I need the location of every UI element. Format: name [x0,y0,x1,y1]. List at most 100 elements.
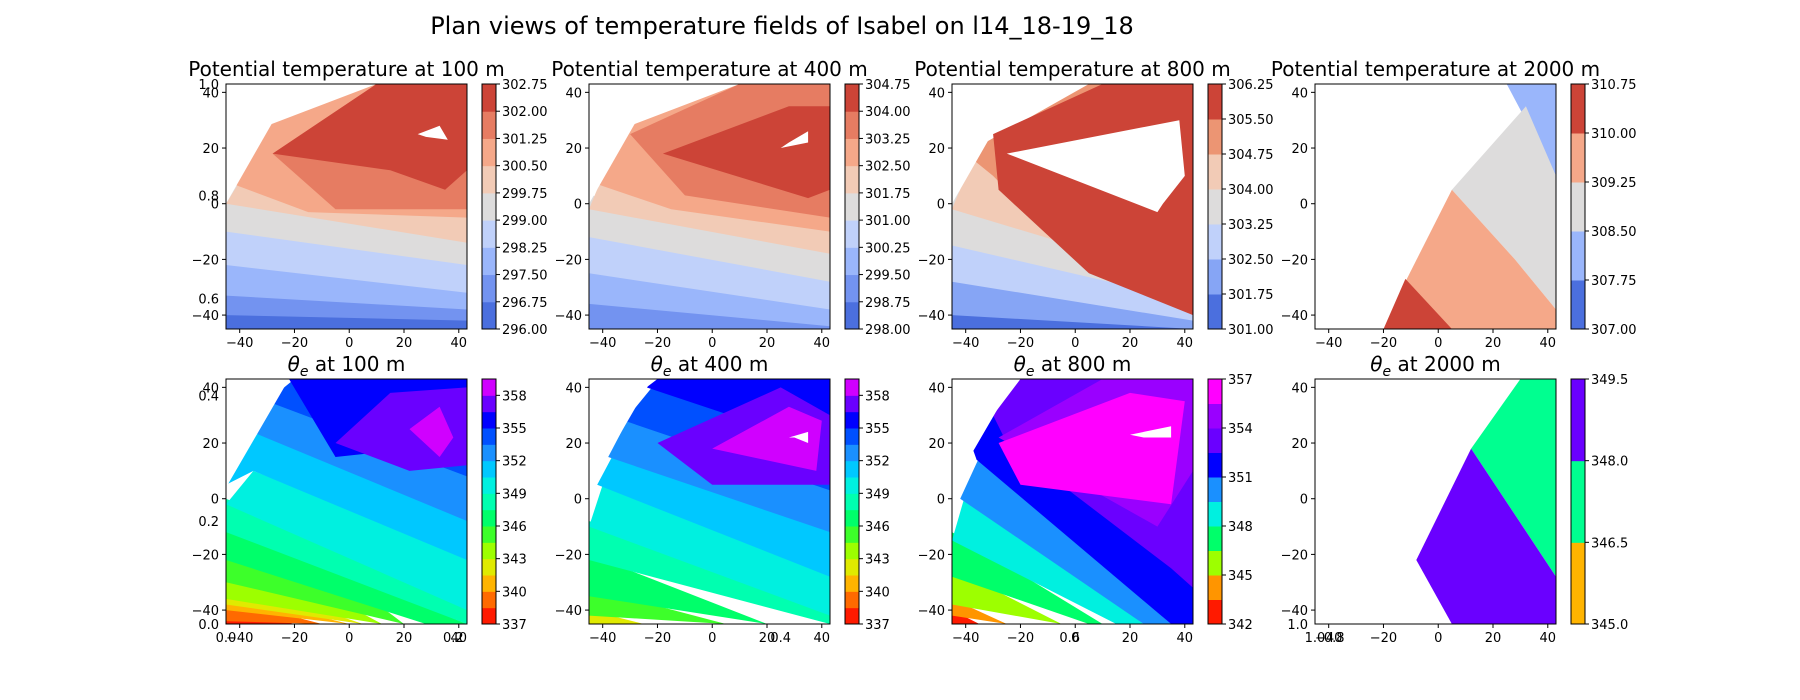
colorbar-tick-label: 303.25 [1228,218,1274,233]
overlay-x-tick-label: 0.8 [1324,631,1345,646]
contour-plot [952,379,1193,624]
x-tick-label: −20 [644,336,671,351]
contour-band-1 [1471,379,1556,577]
contour-band-1 [589,610,644,624]
colorbar: 301.00 301.75 302.50 303.25 304.00 304.75 305.… [1207,78,1274,338]
colorbar-segment [482,247,496,276]
y-tick-label: 0 [211,198,219,213]
colorbar-tick-label: 346 [502,520,527,535]
colorbar-tick-label: 348 [1228,520,1253,535]
colorbar-segment [845,591,859,609]
y-tick-label: 20 [928,142,945,157]
missing-data-region-1 [952,84,1021,204]
x-tick-label: 40 [451,631,468,646]
colorbar-segment [845,220,859,248]
overlay-y-tick-label: 0.8 [198,189,219,204]
colorbar-segment [482,509,496,527]
colorbar-segment [1571,182,1585,232]
colorbar-segment [845,192,859,221]
overlay-y-tick-label: 1.0 [1287,618,1308,633]
colorbar-tick-label: 304.75 [1228,148,1274,163]
colorbar-segment [482,428,496,445]
colorbar-segment [845,274,859,303]
colorbar-segment [482,607,496,625]
x-tick-label: −40 [226,336,253,351]
colorbar-tick-label: 358 [502,389,527,404]
colorbar: 342 345 348 351 354 357 [1207,373,1253,633]
colorbar-tick-label: 303.25 [865,132,911,147]
y-tick-label: 20 [928,437,945,452]
contour-band-3 [952,568,1062,624]
colorbar-segment [1208,526,1222,551]
colorbar-tick-label: 306.25 [1228,78,1274,93]
contour-band-10 [998,392,1185,505]
x-tick-label: −40 [1315,336,1342,351]
y-tick-label: 20 [202,142,219,157]
x-tick-label: 20 [759,631,776,646]
contour-band-10 [226,429,467,560]
x-tick-label: 0 [708,336,716,351]
x-tick-label: −20 [1370,631,1397,646]
colorbar-segment [1208,154,1222,190]
colorbar-frame [1570,378,1586,625]
colorbar-tick-label: 299.00 [502,214,548,229]
contour-band-9 [272,84,467,190]
y-tick-label: 40 [565,381,582,396]
x-tick-label: 0 [1071,336,1079,351]
y-tick-label: −40 [918,309,945,324]
colorbar-frame [1207,83,1223,330]
colorbar-segment [845,411,859,429]
y-tick-label: 40 [202,381,219,396]
overlay-y-tick-label: 1.0 [198,78,219,93]
colorbar-segment [482,542,496,560]
colorbar-tick-label: 299.50 [865,269,911,284]
colorbar-tick-label: 302.00 [502,105,548,120]
overlay-x-tick-label: 0.0 [216,631,237,646]
colorbar-tick-label: 301.00 [865,214,911,229]
contour-plot [226,84,467,329]
contour-plot [589,84,830,329]
x-tick-label: −40 [589,336,616,351]
contour-band-11 [712,406,822,471]
colorbar: 307.00 307.75 308.50 309.25 310.00 310.75 [1570,78,1637,338]
colorbar-segment [1208,379,1222,404]
colorbar-segment [482,411,496,429]
colorbar-tick-label: 309.25 [1591,176,1637,191]
colorbar-tick-label: 349.5 [1591,373,1628,388]
x-tick-label: −40 [952,631,979,646]
colorbar-segment [1208,575,1222,600]
colorbar-segment [1208,501,1222,527]
overlay-y-tick-label: 0.2 [198,515,219,530]
contour-band-6 [960,457,1172,624]
x-tick-label: 40 [814,336,831,351]
colorbar-tick-label: 358 [865,389,890,404]
colorbar-tick-label: 352 [502,455,527,470]
x-tick-label: −20 [281,336,308,351]
colorbar-tick-label: 345 [1228,569,1253,584]
x-tick-label: 20 [1122,336,1139,351]
colorbar-segment [1571,379,1585,462]
plot-frame [1314,83,1557,330]
y-tick-label: 20 [565,142,582,157]
colorbar-segment [845,542,859,560]
y-tick-label: 0 [1300,198,1308,213]
x-tick-label: −40 [952,336,979,351]
colorbar-tick-label: 348.0 [1591,455,1628,470]
colorbar-segment [482,192,496,221]
y-tick-label: 40 [1291,86,1308,101]
x-tick-label: 0 [345,631,353,646]
colorbar-tick-label: 340 [865,585,890,600]
colorbar-tick-label: 301.75 [865,187,911,202]
y-tick-label: −40 [555,604,582,619]
x-tick-label: 0 [345,336,353,351]
colorbar-tick-label: 345.0 [1591,618,1628,633]
colorbar-tick-label: 340 [502,585,527,600]
colorbar-segment [1571,460,1585,543]
colorbar-segment [845,428,859,445]
plot-frame [588,378,831,625]
colorbar-segment [845,111,859,139]
panel-title: Potential temperature at 100 m [188,57,505,81]
plot-frame [588,83,831,330]
y-tick-label: −20 [918,548,945,563]
